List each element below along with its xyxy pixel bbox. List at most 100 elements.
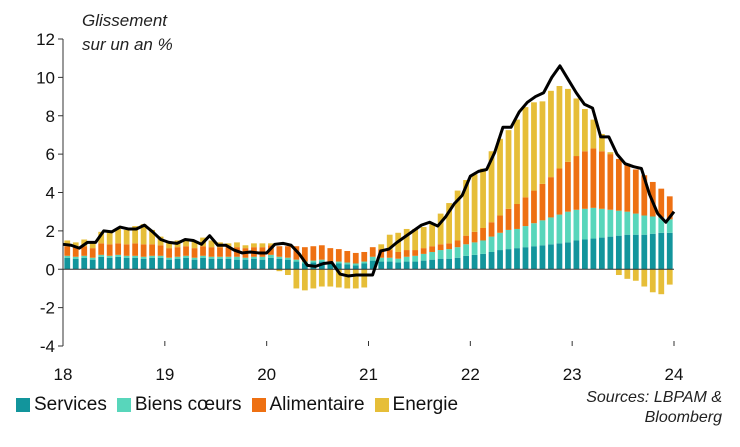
bar-services <box>582 239 588 270</box>
legend-item-energie: Energie <box>374 394 458 416</box>
bar-energie <box>471 174 478 232</box>
bar-energie <box>234 242 240 248</box>
bar-services <box>649 233 656 270</box>
bar-biens <box>395 258 402 263</box>
bar-alimentaire <box>191 248 198 258</box>
bar-alimentaire <box>522 197 529 227</box>
bar-alimentaire <box>658 188 665 218</box>
bar-alimentaire <box>335 249 342 262</box>
bar-alimentaire <box>641 175 648 216</box>
bar-energie <box>488 151 495 223</box>
bar-biens <box>191 257 198 260</box>
bar-energie <box>454 190 461 241</box>
y-axis-label-line-1: Glissement <box>82 11 168 30</box>
bar-alimentaire <box>446 243 452 250</box>
bar-biens <box>488 236 495 252</box>
bar-biens <box>403 256 410 262</box>
bar-services <box>378 261 385 270</box>
bar-energie <box>115 228 122 244</box>
bar-services <box>522 247 529 270</box>
bar-biens <box>217 256 223 259</box>
x-tick-label: 19 <box>155 365 174 384</box>
legend-label-services: Services <box>34 394 107 415</box>
bar-energie <box>191 241 198 249</box>
bar-services <box>335 263 342 270</box>
bar-energie <box>548 90 554 178</box>
bar-biens <box>514 228 520 249</box>
bar-alimentaire <box>632 169 639 214</box>
y-tick-label: 12 <box>36 30 55 49</box>
bar-services <box>573 240 580 270</box>
bar-services <box>429 259 436 270</box>
bar-alimentaire <box>666 196 673 220</box>
bar-energie <box>582 109 588 152</box>
bar-energie <box>437 213 444 245</box>
bar-energie <box>573 98 580 157</box>
bar-alimentaire <box>327 248 334 262</box>
bar-alimentaire <box>183 246 189 256</box>
bar-energie <box>327 269 334 287</box>
bar-biens <box>632 213 639 235</box>
bar-energie <box>565 88 571 162</box>
bar-alimentaire <box>454 240 461 248</box>
bar-alimentaire <box>344 251 351 263</box>
bar-alimentaire <box>225 247 232 257</box>
bar-biens <box>335 261 342 264</box>
bar-services <box>268 257 274 270</box>
bar-services <box>174 258 181 270</box>
bar-biens <box>505 229 512 250</box>
y-tick-label: 8 <box>46 107 55 126</box>
bar-biens <box>174 256 181 259</box>
bar-services <box>81 257 88 270</box>
bar-services <box>565 242 571 270</box>
bar-services <box>437 258 444 270</box>
bar-energie <box>149 229 155 245</box>
bar-biens <box>624 211 631 235</box>
bar-alimentaire <box>624 163 631 212</box>
bar-biens <box>123 255 130 258</box>
bar-services <box>72 258 79 270</box>
bar-energie <box>420 227 427 249</box>
y-tick-label: 2 <box>46 222 55 241</box>
bar-energie <box>505 130 512 209</box>
legend-item-services: Services <box>16 394 107 416</box>
bar-alimentaire <box>157 245 164 256</box>
y-tick-label: 0 <box>46 260 55 279</box>
bar-biens <box>242 257 249 260</box>
bar-biens <box>285 257 291 260</box>
bar-alimentaire <box>565 161 571 212</box>
legend-swatch-services <box>16 398 30 412</box>
bar-biens <box>573 209 580 241</box>
bar-alimentaire <box>115 243 122 255</box>
bar-biens <box>598 208 605 238</box>
bar-biens <box>183 255 189 258</box>
bar-biens <box>157 255 164 258</box>
x-tick-label: 20 <box>257 365 276 384</box>
bar-energie <box>89 242 96 249</box>
bar-energie <box>166 241 172 249</box>
bar-biens <box>166 257 172 260</box>
bar-alimentaire <box>615 158 622 211</box>
bar-energie <box>403 228 410 251</box>
bar-energie <box>268 243 274 246</box>
bar-energie <box>183 239 189 247</box>
bar-energie <box>522 107 529 198</box>
bar-services <box>217 258 223 270</box>
bar-alimentaire <box>81 246 88 256</box>
bar-energie <box>386 234 393 251</box>
bar-alimentaire <box>166 248 172 258</box>
bar-energie <box>98 231 105 244</box>
bar-services <box>369 260 376 270</box>
bar-services <box>183 257 189 270</box>
bar-energie <box>285 269 291 276</box>
bar-services <box>497 250 503 270</box>
source-line-2: Bloomberg <box>644 409 722 426</box>
bar-energie <box>335 269 342 288</box>
bar-services <box>106 257 113 270</box>
bar-biens <box>429 251 436 260</box>
bar-services <box>454 257 461 270</box>
x-tick-label: 18 <box>54 365 73 384</box>
bar-services <box>463 255 469 270</box>
bar-biens <box>565 211 571 243</box>
